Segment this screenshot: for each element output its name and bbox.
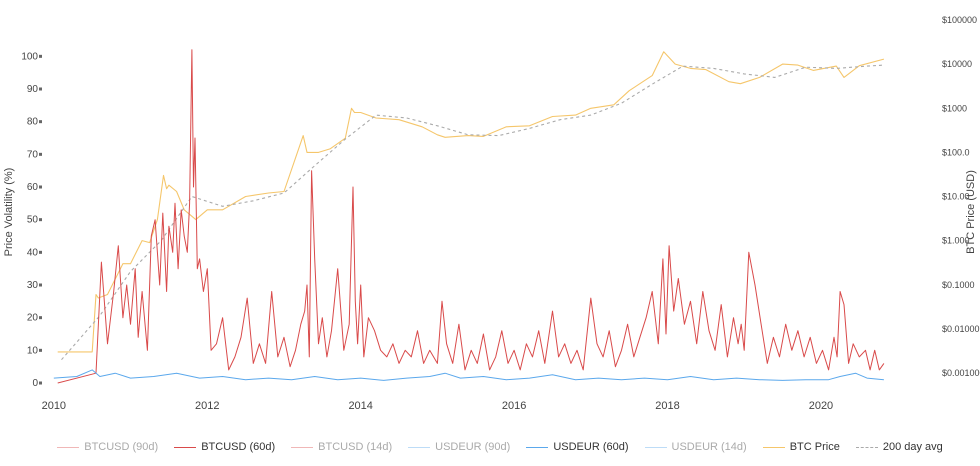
left-y-tick-mark bbox=[39, 316, 42, 320]
left-y-tick-mark bbox=[39, 381, 42, 385]
left-y-tick-label: 80 bbox=[27, 117, 39, 128]
left-y-tick-label: 60 bbox=[27, 182, 39, 193]
legend-swatch bbox=[57, 446, 80, 448]
left-y-tick-label: 70 bbox=[27, 149, 39, 160]
legend-label: USDEUR (90d) bbox=[435, 441, 511, 453]
x-tick-label: 2016 bbox=[502, 400, 526, 412]
legend-swatch bbox=[644, 446, 667, 448]
right-y-tick-label: $100000 bbox=[942, 15, 977, 25]
left-y-tick-mark bbox=[39, 152, 42, 156]
right-y-tick-label: $1000 bbox=[942, 103, 967, 113]
legend-item-btcusd-90d[interactable]: BTCUSD (90d) bbox=[57, 441, 158, 453]
legend-item-btcusd-14d[interactable]: BTCUSD (14d) bbox=[291, 441, 392, 453]
right-y-tick-label: $100.0 bbox=[942, 147, 970, 157]
legend-label: 200 day avg bbox=[882, 441, 943, 453]
legend-item-usdeur-14d[interactable]: USDEUR (14d) bbox=[644, 441, 747, 453]
legend-label: USDEUR (14d) bbox=[671, 441, 747, 453]
series-line-usdeur-60d bbox=[53, 369, 884, 381]
left-y-axis-label: Price Volatility (%) bbox=[3, 168, 15, 257]
x-tick-label: 2012 bbox=[195, 400, 219, 412]
left-y-tick-mark bbox=[39, 185, 42, 189]
legend-label: BTCUSD (60d) bbox=[201, 441, 276, 453]
legend-item-usdeur-60d[interactable]: USDEUR (60d) bbox=[526, 441, 629, 453]
left-y-tick-mark bbox=[39, 87, 42, 91]
series-line-btc-price bbox=[57, 51, 885, 353]
left-y-tick-label: 40 bbox=[27, 247, 39, 258]
right-y-tick-label: $1.000 bbox=[942, 236, 970, 246]
right-y-tick-label: $10000 bbox=[942, 59, 972, 69]
left-y-tick-mark bbox=[39, 348, 42, 352]
chart: 0 10 20 30 40 50 60 70 80 90 100 $0.001000 $0.01000… bbox=[3, 15, 980, 412]
plot-area bbox=[53, 49, 885, 384]
legend-swatch bbox=[526, 446, 549, 448]
left-y-tick-label: 20 bbox=[27, 313, 39, 324]
left-y-tick-mark bbox=[39, 218, 42, 222]
x-tick-label: 2018 bbox=[655, 400, 679, 412]
legend-item-200-day-avg[interactable]: 200 day avg bbox=[855, 441, 943, 453]
right-y-tick-label: $0.1000 bbox=[942, 280, 975, 290]
series-line-200-day-avg bbox=[61, 64, 884, 361]
left-y-tick-mark bbox=[39, 120, 42, 124]
legend-item-btcusd-60d[interactable]: BTCUSD (60d) bbox=[174, 441, 275, 453]
left-y-tick-label: 30 bbox=[27, 280, 39, 291]
legend-label: BTCUSD (90d) bbox=[84, 441, 159, 453]
legend-swatch bbox=[291, 446, 314, 448]
left-y-tick-label: 90 bbox=[27, 84, 39, 95]
right-y-tick-label: $0.001000 bbox=[942, 368, 980, 378]
x-tick-label: 2014 bbox=[348, 400, 372, 412]
left-y-tick-label: 100 bbox=[21, 51, 38, 62]
series-line-btcusd-60d bbox=[57, 49, 885, 384]
legend-item-btc-price[interactable]: BTC Price bbox=[762, 441, 840, 453]
right-y-tick-label: $0.01000 bbox=[942, 324, 980, 334]
legend: BTCUSD (90d) BTCUSD (60d) BTCUSD (14d) USDE… bbox=[57, 438, 943, 456]
left-y-tick-label: 10 bbox=[27, 345, 39, 356]
right-y-axis-label: BTC Price (USD) bbox=[965, 170, 977, 254]
left-y-tick-mark bbox=[39, 250, 42, 254]
x-tick-label: 2020 bbox=[809, 400, 833, 412]
left-y-tick-label: 50 bbox=[27, 215, 39, 226]
left-y-tick-label: 0 bbox=[32, 378, 38, 389]
right-y-tick-label: $10.00 bbox=[942, 192, 970, 202]
legend-label: BTCUSD (14d) bbox=[318, 441, 393, 453]
left-y-tick-mark bbox=[39, 283, 42, 287]
legend-item-usdeur-90d[interactable]: USDEUR (90d) bbox=[408, 441, 510, 453]
legend-swatch bbox=[855, 446, 878, 448]
left-y-tick-mark bbox=[39, 54, 42, 58]
right-y-axis: $0.001000 $0.01000 $0.1000 $1.000 $10.00 $100… bbox=[942, 15, 980, 378]
legend-swatch bbox=[762, 446, 785, 448]
legend-label: USDEUR (60d) bbox=[553, 441, 629, 453]
legend-swatch bbox=[408, 446, 431, 448]
x-tick-label: 2010 bbox=[42, 400, 66, 412]
legend-label: BTC Price bbox=[789, 441, 840, 453]
x-axis: 2010 2012 2014 2016 2018 2020 bbox=[42, 400, 834, 412]
legend-swatch bbox=[174, 446, 197, 448]
left-y-axis: 0 10 20 30 40 50 60 70 80 90 100 bbox=[21, 51, 42, 389]
